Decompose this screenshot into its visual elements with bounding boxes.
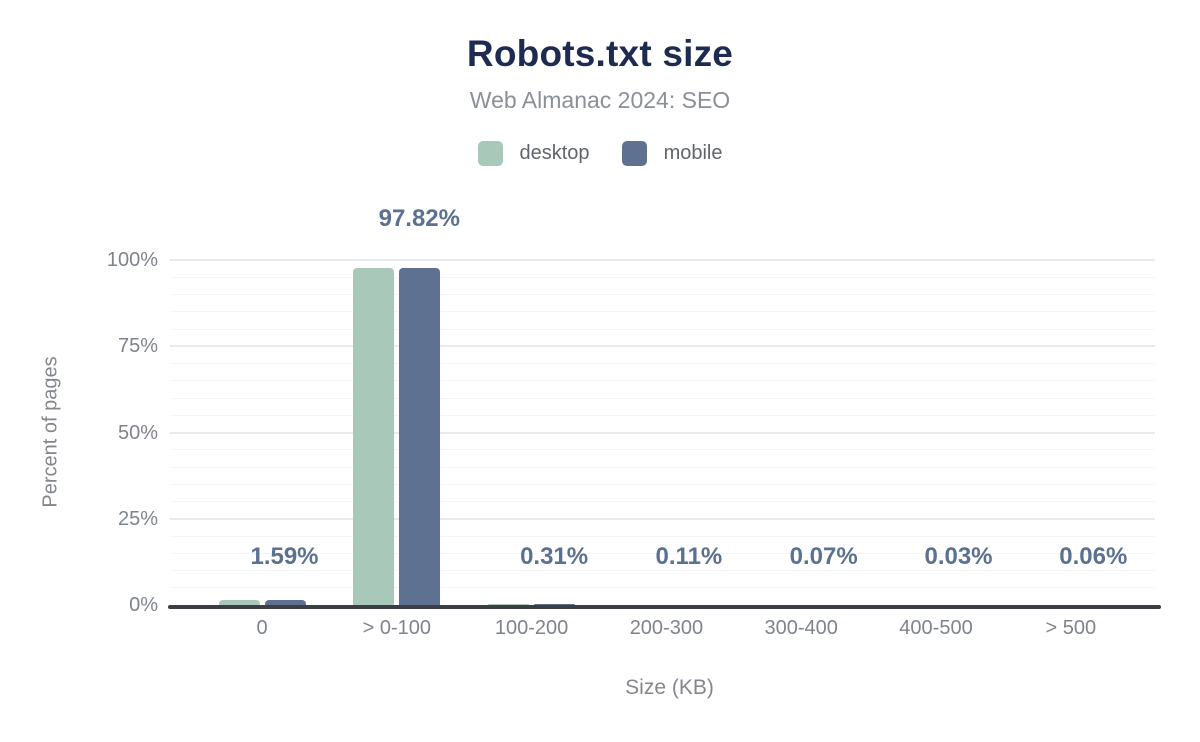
gridline-minor-80 [170, 328, 1155, 330]
gridline-major-25 [170, 517, 1155, 520]
x-tick-label-6: > 500 [1045, 617, 1097, 639]
gridline-minor-60 [170, 397, 1155, 399]
y-tick-label-0: 0% [129, 594, 158, 616]
chart-title: Robots.txt size [466, 33, 734, 74]
x-tick-label-1: > 0-100 [362, 617, 431, 639]
bar-desktop-300-400[interactable] [757, 604, 799, 605]
x-axis-title: Size (KB) [625, 676, 714, 699]
chart-subtitle: Web Almanac 2024: SEO [469, 87, 731, 113]
bar-desktop-500[interactable] [1027, 604, 1069, 605]
gridline-minor-85 [170, 311, 1155, 313]
data-label-5: 0.03% [924, 543, 993, 570]
gridline-minor-5 [170, 587, 1155, 589]
gridline-minor-30 [170, 501, 1155, 502]
gridline-major-75 [170, 345, 1155, 348]
data-label-1: 97.82% [378, 205, 460, 232]
data-label-6: 0.06% [1059, 543, 1128, 570]
y-tick-label-25: 25% [117, 507, 158, 530]
bar-desktop-0[interactable] [218, 599, 260, 605]
legend-swatch-desktop [477, 141, 503, 166]
data-label-4: 0.07% [789, 543, 858, 570]
bar-desktop-400-500[interactable] [892, 604, 934, 605]
gridline-minor-65 [170, 380, 1155, 382]
x-tick-label-5: 400-500 [899, 617, 973, 639]
bar-mobile-100-200[interactable] [534, 603, 576, 605]
gridline-minor-35 [170, 483, 1155, 485]
x-tick-label-0: 0 [256, 617, 268, 639]
gridline-minor-20 [170, 535, 1155, 537]
bar-mobile-300-400[interactable] [803, 604, 845, 605]
legend: desktop mobile [0, 141, 1200, 166]
bar-mobile-200-300[interactable] [668, 604, 710, 605]
bar-mobile-0[interactable] [264, 599, 306, 605]
bar-mobile-500[interactable] [1073, 604, 1115, 605]
gridline-minor-70 [170, 363, 1155, 364]
gridline-minor-40 [170, 466, 1155, 468]
gridline-minor-90 [170, 294, 1155, 295]
legend-swatch-mobile [621, 141, 647, 166]
y-tick-label-50: 50% [117, 421, 158, 444]
legend-item-mobile: mobile [621, 141, 723, 166]
y-tick-label-75: 75% [117, 335, 158, 358]
gridline-major-50 [170, 431, 1155, 434]
legend-label: desktop [519, 142, 590, 164]
x-tick-label-4: 300-400 [764, 617, 838, 639]
y-tick-label-100: 100% [106, 249, 158, 271]
gridline-minor-55 [170, 414, 1155, 416]
x-tick-label-2: 100-200 [494, 617, 569, 639]
x-axis-line [168, 605, 1161, 609]
data-label-3: 0.11% [655, 543, 723, 570]
legend-item-desktop: desktop [477, 141, 590, 166]
legend-label: mobile [663, 142, 723, 164]
data-label-2: 0.31% [520, 543, 589, 570]
bar-mobile-400-500[interactable] [938, 604, 980, 605]
gridline-minor-95 [170, 276, 1155, 278]
bar-desktop-200-300[interactable] [622, 604, 664, 605]
gridline-minor-45 [170, 449, 1155, 451]
gridline-major-100 [170, 259, 1155, 261]
data-label-0: 1.59% [250, 543, 319, 570]
bar-desktop-100-200[interactable] [488, 603, 530, 605]
bar-mobile-0-100[interactable] [399, 267, 441, 605]
x-tick-label-3: 200-300 [629, 617, 704, 639]
bar-desktop-0-100[interactable] [353, 267, 395, 605]
